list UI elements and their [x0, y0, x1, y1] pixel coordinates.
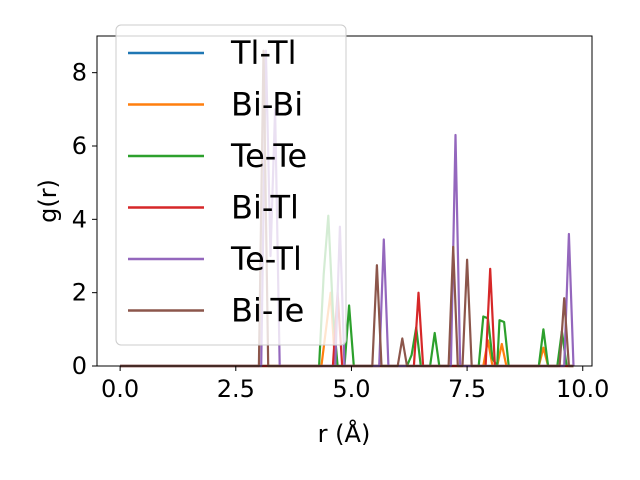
- legend-label: Bi-Tl: [231, 189, 299, 227]
- x-tick-label: 0.0: [101, 375, 139, 403]
- y-tick-label: 0: [72, 352, 87, 380]
- legend: Tl-Tl Bi-Bi Te-Te Bi-Tl Te-Tl Bi-Te: [115, 24, 347, 346]
- legend-label: Bi-Te: [231, 292, 304, 330]
- x-axis-ticks: 0.0 2.5 5.0 7.5 10.0: [101, 366, 609, 403]
- x-tick-label: 7.5: [448, 375, 486, 403]
- y-tick-label: 6: [72, 132, 87, 160]
- y-axis-label: g(r): [34, 179, 62, 223]
- x-axis-label: r (Å): [318, 419, 371, 448]
- legend-label: Tl-Tl: [230, 34, 296, 72]
- legend-label: Te-Tl: [230, 240, 302, 278]
- legend-label: Bi-Bi: [231, 86, 303, 124]
- y-tick-label: 4: [72, 205, 87, 233]
- legend-label: Te-Te: [230, 137, 307, 175]
- y-axis-ticks: 0 2 4 6 8: [72, 59, 97, 380]
- x-tick-label: 5.0: [332, 375, 370, 403]
- x-tick-label: 10.0: [556, 375, 609, 403]
- y-tick-label: 2: [72, 279, 87, 307]
- x-tick-label: 2.5: [217, 375, 255, 403]
- y-tick-label: 8: [72, 59, 87, 87]
